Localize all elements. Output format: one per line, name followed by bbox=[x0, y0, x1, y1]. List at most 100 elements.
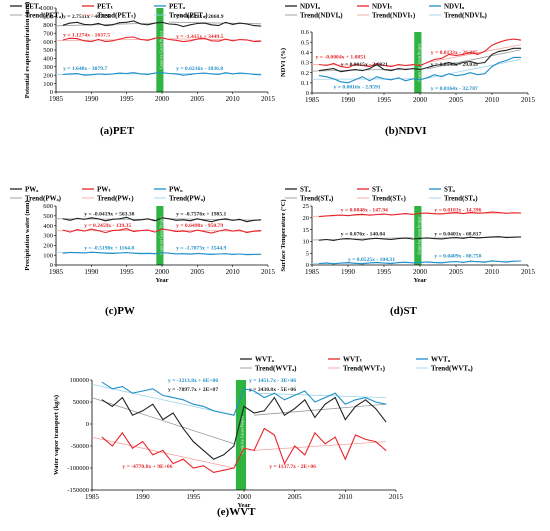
project-band-label: Grain for Green Project bbox=[158, 216, 163, 255]
data-point-w bbox=[91, 252, 92, 253]
data-point-w bbox=[294, 395, 295, 396]
data-point-a bbox=[193, 441, 194, 442]
data-point-w bbox=[448, 73, 449, 74]
data-point-t bbox=[441, 58, 442, 59]
data-point-a bbox=[112, 24, 113, 25]
data-point-w bbox=[122, 386, 123, 387]
data-point-w bbox=[499, 261, 500, 262]
data-point-a bbox=[448, 238, 449, 239]
legend-label: Trend(WVTₜ) bbox=[343, 365, 386, 373]
panel-caption: (d)ST bbox=[390, 305, 418, 317]
data-point-a bbox=[169, 24, 170, 25]
data-point-a bbox=[98, 23, 99, 24]
data-point-t bbox=[253, 231, 254, 232]
data-point-a bbox=[190, 220, 191, 221]
y-tick-label: 200 bbox=[43, 243, 53, 250]
data-point-t bbox=[375, 441, 376, 442]
data-point-w bbox=[355, 79, 356, 80]
data-point-a bbox=[233, 446, 234, 447]
y-tick-label: 100 bbox=[43, 252, 53, 259]
data-point-w bbox=[84, 253, 85, 254]
data-point-t bbox=[204, 231, 205, 232]
data-point-w bbox=[405, 262, 406, 263]
data-point-w bbox=[183, 75, 184, 76]
data-point-t bbox=[183, 41, 184, 42]
data-point-w bbox=[147, 253, 148, 254]
data-point-a bbox=[77, 218, 78, 219]
data-point-t bbox=[246, 39, 247, 40]
data-point-w bbox=[112, 253, 113, 254]
data-point-a bbox=[147, 218, 148, 219]
x-tick-label: 2010 bbox=[226, 268, 241, 276]
data-point-w bbox=[520, 261, 521, 262]
trend-equation: y = 0.0525x - 104.31 bbox=[348, 257, 395, 263]
data-point-w bbox=[434, 74, 435, 75]
y-tick-label: 100 bbox=[43, 81, 53, 88]
data-point-a bbox=[239, 23, 240, 24]
data-point-t bbox=[193, 468, 194, 469]
data-point-a bbox=[427, 67, 428, 68]
data-point-w bbox=[333, 78, 334, 79]
data-point-t bbox=[304, 454, 305, 455]
data-point-w bbox=[284, 399, 285, 400]
data-point-w bbox=[239, 254, 240, 255]
trend-equation: y = 0.076x - 140.84 bbox=[341, 231, 385, 237]
data-point-w bbox=[213, 410, 214, 411]
data-point-t bbox=[152, 454, 153, 455]
data-point-t bbox=[197, 230, 198, 231]
x-tick-label: 2015 bbox=[261, 95, 276, 103]
data-point-a bbox=[484, 62, 485, 63]
data-point-a bbox=[513, 48, 514, 49]
trend-line-w bbox=[312, 79, 413, 80]
data-point-t bbox=[133, 231, 134, 232]
trend-equation: y = -0.5198x + 1164.8 bbox=[84, 245, 134, 251]
y-tick-label: 700 bbox=[43, 30, 53, 37]
data-point-t bbox=[112, 446, 113, 447]
legend-label: Trend(PETᵤ) bbox=[169, 12, 208, 20]
data-point-t bbox=[365, 439, 366, 440]
data-point-a bbox=[142, 410, 143, 411]
data-point-t bbox=[173, 463, 174, 464]
data-point-w bbox=[470, 261, 471, 262]
data-point-w bbox=[260, 254, 261, 255]
data-point-t bbox=[420, 65, 421, 66]
legend-label: WVTᵤ bbox=[431, 356, 451, 364]
data-point-t bbox=[126, 37, 127, 38]
x-tick-label: 2005 bbox=[190, 268, 205, 276]
data-point-a bbox=[84, 24, 85, 25]
data-point-t bbox=[154, 38, 155, 39]
data-point-w bbox=[126, 252, 127, 253]
data-point-t bbox=[176, 231, 177, 232]
data-point-t bbox=[335, 437, 336, 438]
data-point-a bbox=[348, 70, 349, 71]
data-point-a bbox=[484, 237, 485, 238]
data-point-a bbox=[133, 21, 134, 22]
y-tick-label: 0.3 bbox=[301, 60, 309, 67]
legend-label: Trend(PETₜ) bbox=[97, 12, 137, 20]
y-axis-title: NDVI (%) bbox=[280, 48, 287, 77]
data-point-t bbox=[314, 432, 315, 433]
data-point-a bbox=[391, 70, 392, 71]
y-tick-label: 300 bbox=[43, 64, 53, 71]
data-point-t bbox=[154, 232, 155, 233]
data-point-t bbox=[253, 41, 254, 42]
y-tick-label: 0 bbox=[306, 262, 309, 269]
data-point-a bbox=[105, 220, 106, 221]
trend-equation: y = 0.0133x - 26.285 bbox=[431, 50, 478, 56]
data-point-w bbox=[345, 404, 346, 405]
legend-label: Trend(STₐ) bbox=[300, 195, 334, 203]
x-tick-label: 2000 bbox=[237, 493, 252, 501]
data-point-a bbox=[154, 220, 155, 221]
data-point-w bbox=[326, 76, 327, 77]
y-tick-label: -150000 bbox=[67, 487, 89, 494]
trend-equation: y = 1451.7x - 3E+06 bbox=[249, 378, 296, 384]
data-point-t bbox=[142, 441, 143, 442]
data-point-a bbox=[319, 240, 320, 241]
data-point-w bbox=[105, 253, 106, 254]
legend-label: Trend(PWₜ) bbox=[97, 195, 134, 203]
legend-label: Trend(NDVIₜ) bbox=[372, 12, 416, 20]
data-point-w bbox=[470, 72, 471, 73]
trend-equation: y = -4770.8x + 9E+06 bbox=[122, 464, 172, 470]
data-point-t bbox=[162, 229, 163, 230]
data-point-w bbox=[246, 254, 247, 255]
